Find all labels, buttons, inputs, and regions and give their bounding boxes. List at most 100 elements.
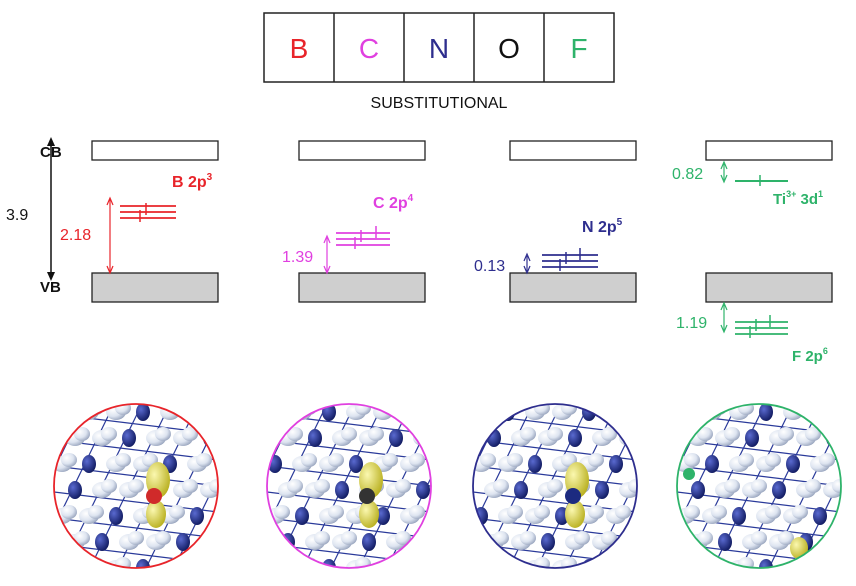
oxygen-atom [684,453,700,467]
oxygen-atom [155,531,171,545]
oxygen-atom [292,560,312,568]
titanium-atom [95,533,109,551]
oxygen-atom [832,479,841,493]
level-label-n: N 2p5 [582,217,623,236]
oxygen-atom [223,453,239,467]
oxygen-atom [409,505,425,519]
oxygen-atom [837,508,841,524]
titanium-atom [649,429,663,447]
oxygen-atom [427,404,431,420]
element-symbol-b: B [290,33,309,64]
bond [267,362,431,382]
oxygen-atom [187,560,207,568]
oxygen-atom [702,404,722,420]
oxygen-atom [200,534,218,550]
titanium-atom [109,507,123,525]
titanium-atom [82,455,96,473]
level-label-b: B 2p3 [172,172,213,191]
oxygen-atom [436,557,452,571]
oxygen-atom [440,430,460,446]
element-row-caption: SUBSTITUTIONAL [371,95,508,112]
element-row: B C N O F SUBSTITUTIONAL [263,12,615,112]
level-label-ti: Ti3+ 3d1 [773,189,823,208]
gap-arrow-n-tail [523,265,531,275]
vb-band-n [509,272,637,303]
oxygen-atom [449,427,465,441]
oxygen-atom [395,479,411,493]
oxygen-atom [765,505,781,519]
gap-arrow-n-head [523,252,531,262]
bond [473,570,637,586]
oxygen-atom [128,531,144,545]
oxygen-atom [534,404,550,415]
titanium-atom [718,533,732,551]
conduction-bands [91,140,833,161]
oxygen-atom [646,534,666,550]
orbital-lobe [790,537,808,559]
titanium-atom [678,559,692,568]
oxygen-atom [440,482,460,498]
titanium-atom [514,481,528,499]
oxygen-atom [655,531,671,545]
oxygen-atom [633,404,637,420]
oxygen-atom [196,404,212,415]
oxygen-atom [449,479,465,493]
oxygen-atom [850,534,856,550]
oxygen-atom [646,482,666,498]
oxygen-atom [480,557,496,568]
bond [0,404,2,568]
oxygen-atom [846,453,856,467]
orbital-lobe [146,500,166,528]
oxygen-atom [209,531,218,545]
oxygen-atom [382,453,398,467]
oxygen-atom [79,404,99,420]
oxygen-atom [684,505,700,519]
oxygen-atom [628,479,637,493]
crystal-inset-b [0,310,247,569]
oxygen-atom [738,404,754,415]
oxygen-atom [606,560,626,568]
oxygen-atom [473,404,491,420]
oxygen-atom [74,427,90,441]
bond [54,362,218,382]
titanium-atom [840,404,841,421]
oxygen-atom [493,479,509,493]
titanium-atom [217,559,218,568]
titanium-atom [568,429,582,447]
titanium-atom [501,559,515,568]
lattice [0,310,247,568]
bond [473,310,637,330]
titanium-atom [55,559,69,568]
oxygen-atom [160,560,180,568]
titanium-atom [759,404,773,421]
oxygen-atom [615,505,631,519]
oxygen-atom [227,534,247,550]
oxygen-atom [819,557,835,568]
vb-band-c [298,272,426,303]
oxygen-atom [480,453,496,467]
energy-axis: CB VB 3.9 [6,137,62,296]
oxygen-atom [427,508,431,524]
oxygen-atom [182,479,198,493]
oxygen-atom [642,453,658,467]
element-symbol-n: N [429,33,449,64]
titanium-atom [349,455,363,473]
oxygen-atom [187,404,207,420]
titanium-atom [595,481,609,499]
titanium-atom [745,429,759,447]
bond [677,362,841,382]
oxygen-atom [561,404,577,415]
oxygen-atom [61,505,77,519]
oxygen-atom [480,404,496,415]
oxygen-atom [711,557,727,568]
gap-arrow-b-tail [106,265,114,275]
oxygen-atom [79,560,99,568]
oxygen-atom [493,531,509,545]
oxygen-atom [355,404,371,415]
oxygen-atom [341,427,357,441]
bond [54,310,218,330]
titanium-atom [678,404,692,421]
oxygen-atom [373,560,393,568]
oxygen-atom [633,560,637,568]
dopant-atom [683,468,695,480]
